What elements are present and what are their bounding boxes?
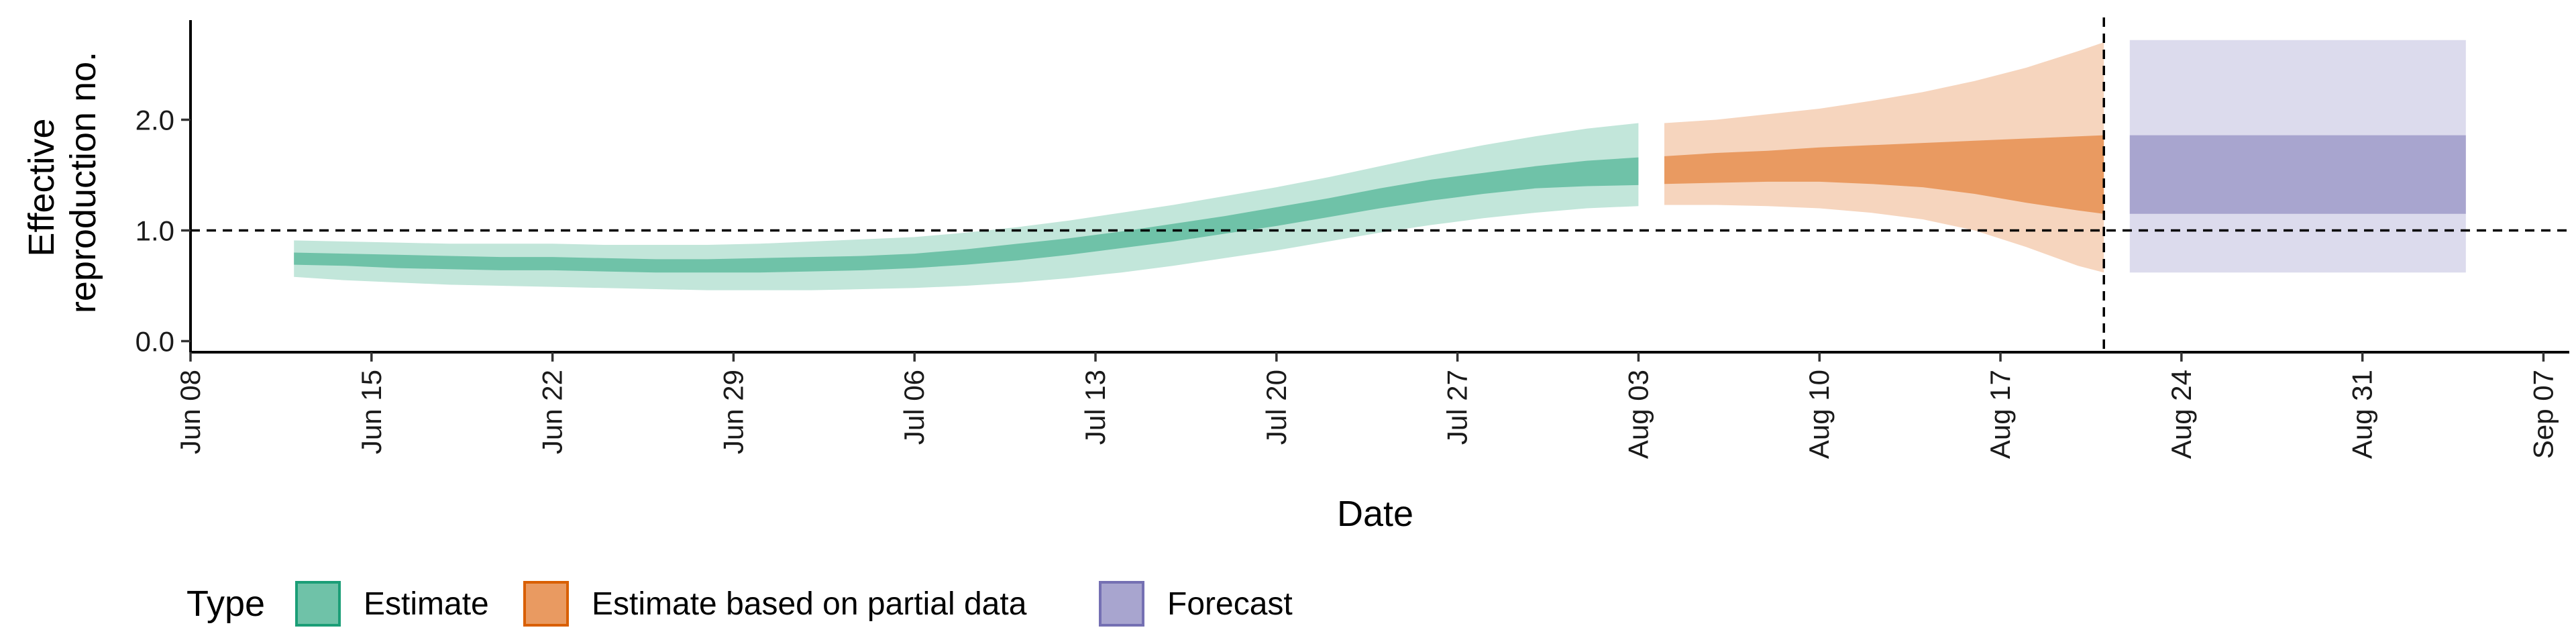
y-axis-ticks: 0.0 1.0 2.0 (136, 105, 191, 358)
band-50-forecast (2129, 135, 2466, 214)
legend-key-label: Estimate based on partial data (592, 586, 1027, 622)
x-tick-label: Jun 15 (356, 370, 387, 454)
legend-entries: Estimate Estimate based on partial data Fo… (295, 581, 1293, 627)
legend-key-swatch (295, 581, 341, 627)
band-50-estimate (294, 157, 1639, 273)
x-tick-label: Jul 20 (1260, 370, 1292, 445)
band-50-estimate-based-on-partial-data (1664, 135, 2104, 214)
legend: Type Estimate Estimate based on partial d… (186, 581, 1293, 627)
x-tick-label: Jul 13 (1079, 370, 1111, 445)
x-tick-label: Jul 06 (898, 370, 930, 445)
band-90-estimate (294, 123, 1639, 290)
y-tick-label: 2.0 (136, 105, 174, 136)
legend-key-swatch (523, 581, 569, 627)
legend-key-swatch (1099, 581, 1144, 627)
plot-bands (294, 40, 2466, 290)
x-tick-label: Sep 07 (2528, 370, 2559, 459)
reference-lines (191, 17, 2569, 352)
legend-key-label: Forecast (1167, 586, 1293, 622)
y-axis-title: Effective reproduction no. (21, 52, 103, 313)
x-tick-label: Jun 22 (537, 370, 568, 454)
x-tick-label: Jun 08 (174, 370, 206, 454)
legend-key-label: Estimate (364, 586, 489, 622)
x-tick-label: Aug 10 (1803, 370, 1835, 459)
x-tick-label: Aug 17 (1984, 370, 2016, 459)
axes: Jun 08 Jun 15 Jun 22 Jun 29 Jul 06 Jul 13 Jul … (136, 20, 2569, 459)
legend-title: Type (186, 584, 265, 624)
x-axis-title: Date (1337, 494, 1413, 534)
x-tick-label: Aug 24 (2165, 370, 2197, 459)
x-tick-label: Aug 31 (2347, 370, 2378, 459)
x-axis-ticks: Jun 08 Jun 15 Jun 22 Jun 29 Jul 06 Jul 13 Jul … (174, 352, 2559, 459)
y-axis-title-line-1: Effective (21, 118, 62, 256)
y-axis-title-line-2: reproduction no. (63, 52, 103, 313)
y-tick-label: 1.0 (136, 215, 174, 247)
x-tick-label: Aug 03 (1622, 370, 1654, 459)
y-tick-label: 0.0 (136, 326, 174, 358)
x-tick-label: Jul 27 (1442, 370, 1473, 445)
x-tick-label: Jun 29 (717, 370, 749, 454)
